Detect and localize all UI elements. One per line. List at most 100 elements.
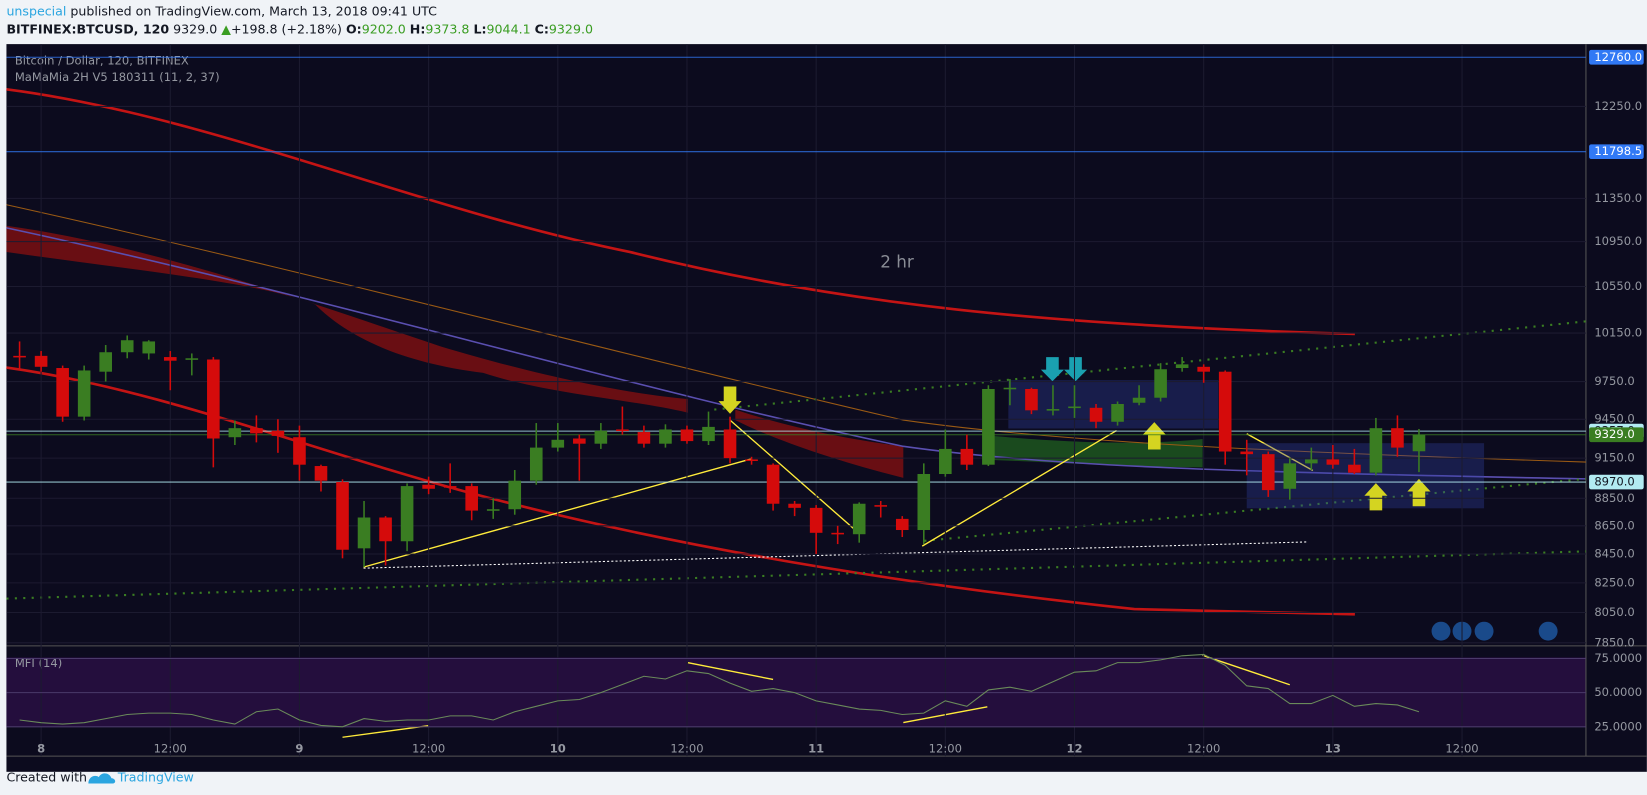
candle-body	[1154, 369, 1167, 398]
indicator-label: MaMaMia 2H V5 180311 (11, 2, 37)	[15, 70, 220, 84]
cloud	[735, 409, 904, 478]
cloud	[6, 225, 689, 413]
candle-body	[422, 484, 435, 489]
y-tick-label: 10150.0	[1594, 326, 1642, 340]
candle-body	[809, 507, 823, 533]
y-tick-label: 8850.0	[1594, 491, 1634, 505]
ohlc-value: 9044.1	[487, 21, 531, 36]
candle-body	[637, 432, 651, 444]
x-tick-label: 12:00	[412, 741, 445, 755]
trend-line	[924, 477, 1587, 542]
price-label: 8970.0	[1594, 475, 1634, 489]
candle-body	[1025, 388, 1038, 411]
y-tick-label: 12250.0	[1594, 99, 1642, 113]
candle-body	[1132, 397, 1146, 403]
footer-brand[interactable]: TradingView	[117, 770, 194, 785]
candle-body	[13, 355, 26, 358]
y-tick-label: 8650.0	[1594, 518, 1634, 532]
candle-body	[1003, 387, 1017, 390]
candle-body	[529, 447, 543, 481]
candle-body	[745, 459, 758, 461]
price-label-bg	[1589, 49, 1644, 65]
trend-line	[6, 550, 1586, 600]
candle-body	[573, 438, 586, 444]
x-tick-label: 11	[808, 741, 824, 755]
candle-body	[379, 517, 392, 542]
ohlc-key: C:	[535, 21, 549, 36]
candle-body	[357, 517, 371, 549]
header-line: unspecial published on TradingView.com, …	[6, 3, 437, 18]
candle-body	[99, 352, 112, 372]
candle-body	[271, 430, 285, 436]
x-tick-label: 10	[550, 741, 566, 755]
candle-body	[982, 388, 995, 465]
candle-body	[874, 505, 888, 507]
candle-body	[939, 448, 952, 475]
candle-body	[400, 486, 414, 542]
candle-body	[443, 486, 457, 488]
candle-body	[250, 428, 263, 434]
candle-body	[702, 426, 715, 442]
x-tick-label: 12:00	[1187, 741, 1220, 755]
candle-body	[766, 464, 780, 504]
arrow-icon	[1040, 357, 1088, 382]
ohlc-key: L:	[473, 21, 486, 36]
mfi-band	[6, 657, 1586, 727]
ohlc-key: H:	[410, 21, 426, 36]
y-tick-label: 11350.0	[1594, 191, 1642, 205]
x-tick-label: 8	[37, 741, 45, 755]
candle-body	[142, 341, 156, 354]
price-label: 11798.5	[1594, 144, 1642, 158]
candle-body	[1046, 409, 1060, 411]
footer-created: Created with	[6, 770, 87, 785]
candle-body	[486, 509, 500, 511]
ohlc-key: O:	[346, 21, 362, 36]
ohlc-value: 9329.0	[549, 21, 593, 36]
event-icons	[1431, 621, 1558, 641]
price-label: 9329.0	[1594, 427, 1634, 441]
candle-body	[895, 518, 909, 531]
chart-background	[6, 44, 1647, 772]
trend-line	[714, 320, 1587, 411]
x-tick-label: 12	[1066, 741, 1082, 755]
symbol-line: BITFINEX:BTCUSD, 120 9329.0 ▲+198.8 (+2.…	[6, 21, 593, 36]
footer-background	[0, 771, 1647, 795]
candle-body	[551, 439, 565, 448]
candle-body	[1391, 428, 1404, 448]
candle-body	[1197, 366, 1210, 372]
candle-body	[314, 466, 328, 481]
candle-body	[680, 429, 694, 442]
candle-body	[207, 359, 220, 439]
candle-body	[465, 486, 478, 511]
candle-body	[1089, 407, 1103, 422]
candle-body	[616, 429, 629, 432]
candle-body	[1240, 451, 1254, 455]
x-tick-label: 12:00	[1445, 741, 1478, 755]
y-tick-label: 7850.0	[1594, 635, 1634, 649]
mfi-tick-label: 50.0000	[1594, 685, 1642, 699]
candle-body	[185, 358, 199, 360]
last: 9329.0	[173, 21, 217, 36]
candle-body	[1175, 364, 1189, 369]
price-label-bg	[1589, 474, 1644, 490]
candle-body	[1305, 459, 1318, 464]
y-tick-label: 9750.0	[1594, 374, 1634, 388]
candle-body	[1261, 454, 1275, 491]
candle-body	[1348, 464, 1361, 473]
ohlc-value: 9373.8	[425, 21, 469, 36]
mfi-label: MFI (14)	[15, 656, 62, 670]
x-tick-label: 12:00	[929, 741, 962, 755]
mfi-tick-label: 75.0000	[1594, 651, 1642, 665]
candle-body	[163, 357, 177, 361]
y-tick-label: 10550.0	[1594, 279, 1642, 293]
author[interactable]: unspecial	[6, 3, 66, 18]
x-tick-label: 9	[295, 741, 303, 755]
plot: 12250.0 11350.0 10950.0 10550.0 10150.0 9750.…	[6, 44, 1644, 757]
y-tick-label: 9450.0	[1594, 412, 1634, 426]
x-tick-label: 12:00	[154, 741, 187, 755]
candle-body	[960, 448, 974, 465]
candle-body	[1283, 463, 1297, 489]
candle-body	[852, 503, 866, 535]
candle-body	[1412, 434, 1426, 452]
